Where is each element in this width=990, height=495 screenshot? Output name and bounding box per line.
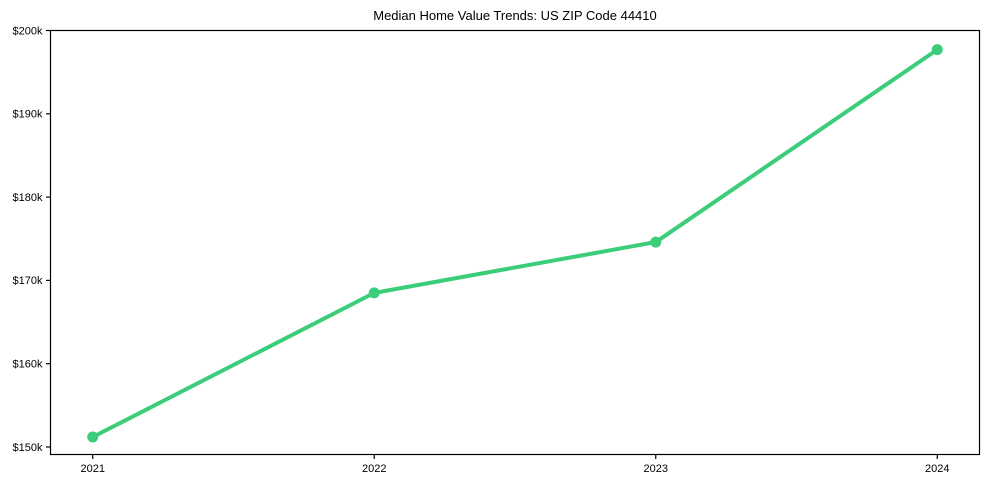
data-point-2021 (87, 431, 99, 443)
y-tick-label: $190k (13, 109, 43, 121)
x-tick-label: 2023 (644, 463, 668, 475)
data-point-2022 (368, 287, 380, 299)
plot-frame (49, 29, 981, 456)
y-tick-label: $160k (13, 359, 43, 371)
data-point-2023 (650, 236, 662, 248)
chart-title: Median Home Value Trends: US ZIP Code 44… (373, 8, 657, 23)
y-tick-label: $180k (13, 192, 43, 204)
x-tick-label: 2022 (362, 463, 386, 475)
x-tick-label: 2024 (925, 463, 949, 475)
data-point-2024 (931, 44, 943, 56)
trend-line (90, 47, 940, 440)
y-tick-label: $150k (13, 442, 43, 454)
x-tick-label: 2021 (80, 463, 104, 475)
y-tick-label: $200k (13, 25, 43, 37)
y-tick-label: $170k (13, 275, 43, 287)
